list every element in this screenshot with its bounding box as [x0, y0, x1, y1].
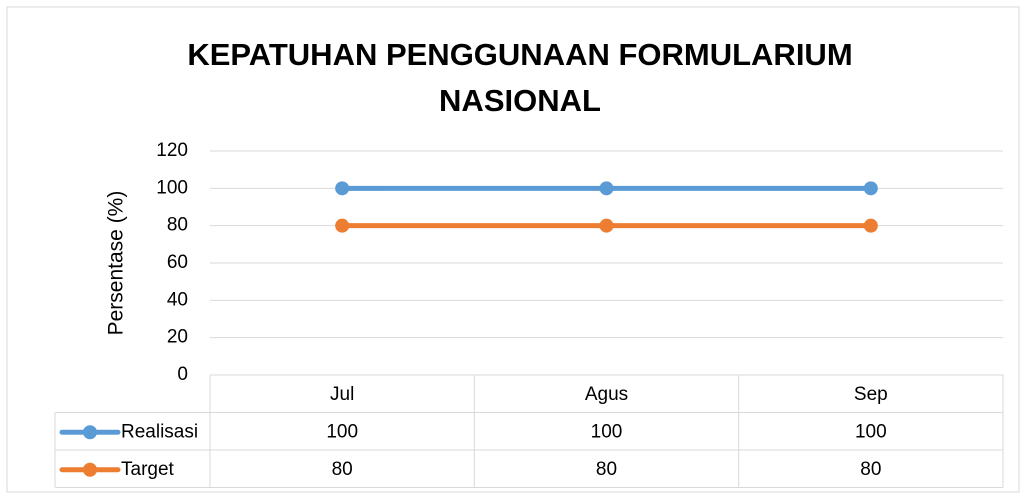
y-tick-label: 100	[156, 177, 188, 198]
table-value: 80	[860, 459, 881, 480]
table-value: 100	[326, 421, 358, 442]
legend-label: Target	[121, 459, 175, 480]
chart-border	[6, 6, 1020, 493]
y-tick-label: 0	[177, 364, 188, 385]
legend-marker	[83, 462, 97, 477]
series-marker	[599, 218, 614, 233]
legend-marker	[83, 425, 97, 440]
chart-title: KEPATUHAN PENGGUNAAN FORMULARIUM NASIONA…	[187, 37, 853, 118]
table-value: 100	[591, 421, 623, 442]
y-tick-label: 120	[156, 140, 188, 161]
series-marker	[863, 218, 878, 233]
table-value: 100	[855, 421, 887, 442]
series-marker	[599, 181, 614, 196]
y-tick-label: 20	[167, 327, 188, 348]
series-marker	[863, 181, 878, 196]
x-tick-label: Jul	[330, 384, 354, 405]
table-value: 80	[332, 459, 353, 480]
legend-label: Realisasi	[121, 421, 198, 442]
y-tick-label: 40	[167, 289, 188, 310]
x-tick-label: Sep	[854, 384, 888, 405]
series-marker	[335, 181, 350, 196]
y-axis-label: Persentase (%)	[105, 191, 128, 336]
y-tick-label: 60	[167, 252, 188, 273]
x-tick-label: Agus	[585, 384, 628, 405]
y-tick-label: 80	[167, 215, 188, 236]
table-value: 80	[596, 459, 617, 480]
series-marker	[335, 218, 350, 233]
